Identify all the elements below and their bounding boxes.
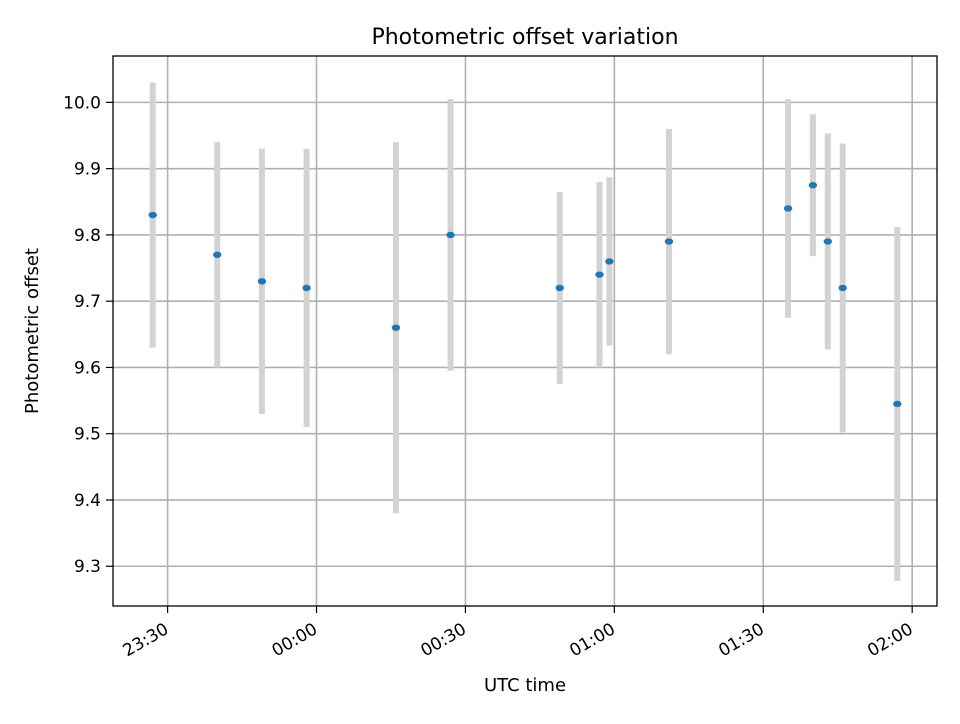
data-point [555,284,564,292]
data-point [783,205,793,212]
y-tick-label: 9.5 [74,425,101,445]
data-point [213,251,222,258]
data-point [391,324,401,331]
data-point [664,238,674,245]
data-point [595,271,604,278]
data-point [605,258,614,265]
y-tick-label: 9.8 [74,226,101,246]
data-point [302,284,311,292]
data-point [446,231,455,239]
y-tick-label: 9.6 [74,358,101,378]
data-point [838,284,847,292]
data-point [257,278,267,285]
data-point [893,400,902,408]
x-axis-label: UTC time [484,675,566,696]
chart-title: Photometric offset variation [371,25,678,50]
data-point [823,238,832,245]
y-tick-label: 9.9 [74,160,101,180]
y-tick-label: 9.4 [74,491,101,511]
grid [113,56,937,606]
y-tick-label: 9.7 [74,292,101,312]
y-tick-label: 10.0 [63,93,101,113]
y-axis-label: Photometric offset [22,248,43,414]
y-tick-label: 9.3 [74,557,101,577]
data-points [148,182,902,408]
data-point [808,182,818,189]
data-point [148,211,157,219]
plot-frame [112,55,938,607]
